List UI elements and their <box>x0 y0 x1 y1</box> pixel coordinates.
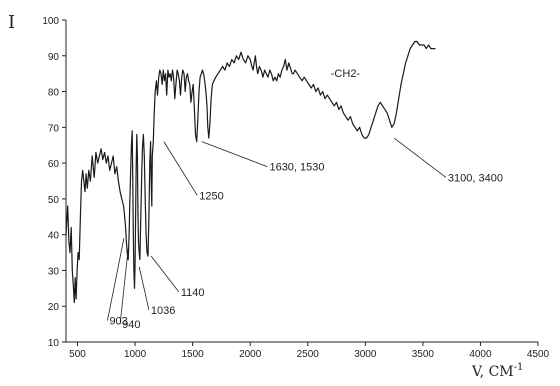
annotation-leader <box>138 266 150 310</box>
annotation-label: 1140 <box>181 287 205 299</box>
x-axis-label-text: V, CM <box>471 364 514 380</box>
y-tick-label: 40 <box>48 231 60 242</box>
x-axis-label-exponent: -1 <box>514 362 524 373</box>
x-tick-label: 1000 <box>124 349 147 360</box>
annotation-label: 1630, 1530 <box>269 162 324 174</box>
annotation-leader <box>201 141 268 168</box>
annotation-label: 903 <box>109 316 127 328</box>
x-tick-label: 2000 <box>239 349 262 360</box>
x-tick-label: 2500 <box>297 349 320 360</box>
x-tick-label: 3000 <box>354 349 377 360</box>
y-tick-label: 50 <box>48 195 60 206</box>
x-axis-label: V, CM-1 <box>471 362 523 380</box>
y-tick-label: 10 <box>48 338 60 349</box>
y-tick-label: 30 <box>48 266 60 277</box>
y-tick-label: 60 <box>48 159 60 170</box>
annotation-leader <box>393 137 447 178</box>
y-tick-label: 90 <box>48 52 60 63</box>
annotation-label: 940 <box>122 319 140 331</box>
x-tick-label: 4500 <box>527 349 550 360</box>
annotation-leader <box>150 255 180 293</box>
y-tick-label: 80 <box>48 88 60 99</box>
annotation-label: -CH2- <box>331 68 361 80</box>
annotation-label: 1036 <box>151 305 175 317</box>
annotation-leader <box>119 248 129 325</box>
series-layer <box>65 40 436 304</box>
y-tick-label: 70 <box>48 123 60 134</box>
x-tick-label: 4000 <box>469 349 492 360</box>
spectrum-line <box>65 40 436 304</box>
x-tick-label: 3500 <box>412 349 435 360</box>
x-tick-label: 1500 <box>182 349 205 360</box>
annotation-label: 1250 <box>199 190 223 202</box>
annotation-label: 3100, 3400 <box>448 172 503 184</box>
axes-layer: 500 1000 1500 2000 2500 3000 3500 4000 4500 10 20 3… <box>42 16 549 360</box>
y-tick-label: 100 <box>42 16 59 27</box>
y-axis-label: I <box>8 12 15 33</box>
x-tick-label: 500 <box>69 349 86 360</box>
annotation-leader <box>163 141 198 196</box>
y-tick-label: 20 <box>48 302 60 313</box>
annotation-leader <box>107 238 125 321</box>
